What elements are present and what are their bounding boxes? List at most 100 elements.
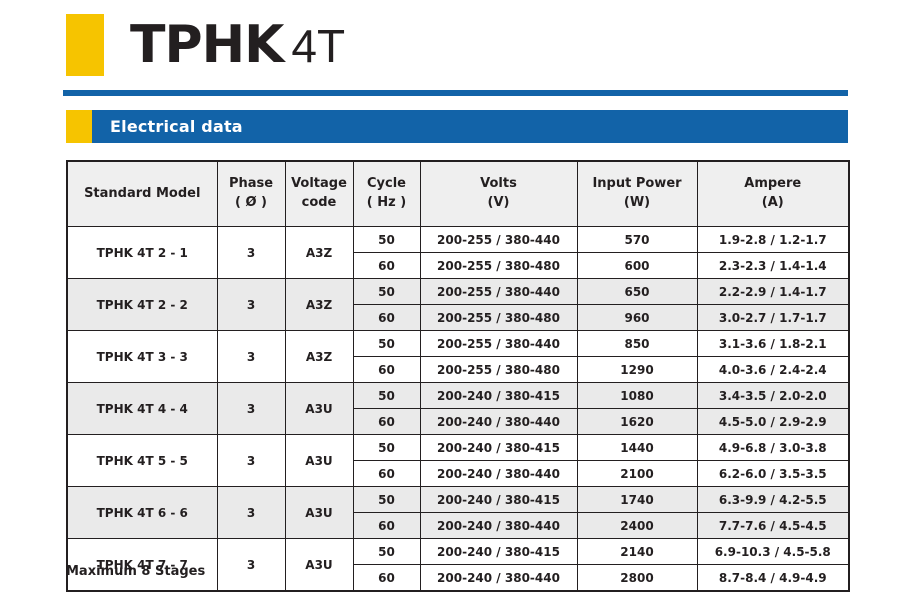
cell-phase: 3	[216, 226, 286, 279]
cell-standard-model: TPHK 4T 2 - 1	[66, 226, 218, 279]
cell-volts: 200-240 / 380-415	[419, 486, 578, 513]
cell-volts: 200-255 / 380-440	[419, 226, 578, 253]
cell-ampere: 8.7-8.4 / 4.9-4.9	[696, 564, 850, 592]
page-title-row: TPHK 4T	[66, 12, 345, 78]
cell-phase: 3	[216, 486, 286, 539]
column-header-voltage-code: Voltage code	[284, 160, 354, 227]
header-line-1: Input Power	[592, 176, 682, 192]
cell-input-power: 600	[576, 252, 698, 279]
cell-phase: 3	[216, 330, 286, 383]
header-line-2: (W)	[623, 195, 651, 210]
cell-volts: 200-255 / 380-480	[419, 356, 578, 383]
cell-ampere: 7.7-7.6 / 4.5-4.5	[696, 512, 850, 539]
cell-cycle: 50	[352, 538, 421, 565]
cell-cycle: 60	[352, 304, 421, 331]
cell-cycle: 60	[352, 408, 421, 435]
cell-ampere: 6.3-9.9 / 4.2-5.5	[696, 486, 850, 513]
cell-volts: 200-255 / 380-440	[419, 330, 578, 357]
cell-cycle: 60	[352, 564, 421, 592]
column-header-ampere: Ampere (A)	[696, 160, 850, 227]
header-line-1: Voltage	[291, 176, 347, 192]
cell-standard-model: TPHK 4T 7 - 7	[66, 538, 218, 592]
cell-input-power: 1620	[576, 408, 698, 435]
cell-input-power: 1290	[576, 356, 698, 383]
cell-phase: 3	[216, 278, 286, 331]
product-series: 4T	[291, 20, 346, 72]
cell-input-power: 2800	[576, 564, 698, 592]
cell-ampere: 3.4-3.5 / 2.0-2.0	[696, 382, 850, 409]
cell-input-power: 850	[576, 330, 698, 357]
cell-phase: 3	[216, 434, 286, 487]
header-line-2: code	[301, 195, 337, 210]
cell-volts: 200-240 / 380-440	[419, 512, 578, 539]
cell-cycle: 50	[352, 486, 421, 513]
cell-voltage-code: A3U	[284, 434, 354, 487]
cell-ampere: 4.5-5.0 / 2.9-2.9	[696, 408, 850, 435]
cell-volts: 200-255 / 380-440	[419, 278, 578, 305]
column-header-cycle: Cycle ( Hz )	[352, 160, 421, 227]
table-row: TPHK 4T 5 - 5 3 A3U 50 200-240 / 380-415 1440…	[66, 434, 850, 487]
section-banner: Electrical data	[66, 110, 848, 143]
header-line-2: ( Ø )	[235, 195, 267, 210]
section-title: Electrical data	[110, 117, 243, 136]
column-header-input-power: Input Power (W)	[576, 160, 698, 227]
header-line-1: Phase	[228, 176, 274, 192]
table-row: TPHK 4T 3 - 3 3 A3Z 50 200-255 / 380-440 850 3…	[66, 330, 850, 383]
header-line-1: Ampere	[744, 176, 802, 192]
column-header-volts: Volts (V)	[419, 160, 578, 227]
cell-volts: 200-240 / 380-415	[419, 382, 578, 409]
cell-ampere: 6.9-10.3 / 4.5-5.8	[696, 538, 850, 565]
header-line-1: Volts	[480, 176, 517, 192]
cell-cycle: 50	[352, 382, 421, 409]
table-row: 60 200-255 / 380-480 1290 4.0-3.6 / 2.4-2.4	[67, 356, 850, 383]
cell-cycle: 60	[352, 252, 421, 279]
cell-ampere: 2.3-2.3 / 1.4-1.4	[696, 252, 850, 279]
column-header-standard-model: Standard Model	[66, 160, 218, 227]
cell-cycle: 50	[352, 226, 421, 253]
header-line-1: Cycle	[367, 176, 406, 192]
table-row: 60 200-240 / 380-440 2100 6.2-6.0 / 3.5-3.5	[67, 460, 850, 487]
banner-accent-block	[66, 110, 92, 143]
cell-input-power: 2100	[576, 460, 698, 487]
cell-standard-model: TPHK 4T 3 - 3	[66, 330, 218, 383]
cell-input-power: 2400	[576, 512, 698, 539]
table-row: 60 200-240 / 380-440 1620 4.5-5.0 / 2.9-2.9	[67, 408, 850, 435]
cell-input-power: 1080	[576, 382, 698, 409]
cell-ampere: 4.9-6.8 / 3.0-3.8	[696, 434, 850, 461]
cell-ampere: 6.2-6.0 / 3.5-3.5	[696, 460, 850, 487]
table-header-row: Standard Model Phase ( Ø ) Voltage code …	[66, 160, 850, 227]
cell-voltage-code: A3Z	[284, 278, 354, 331]
cell-volts: 200-240 / 380-415	[419, 434, 578, 461]
header-line-2: (V)	[487, 195, 510, 210]
page-title: TPHK 4T	[130, 19, 345, 71]
header-line-2: (A)	[761, 195, 784, 210]
cell-cycle: 50	[352, 434, 421, 461]
cell-input-power: 960	[576, 304, 698, 331]
cell-cycle: 60	[352, 356, 421, 383]
table-row: TPHK 4T 2 - 2 3 A3Z 50 200-255 / 380-440 650 2…	[66, 278, 850, 331]
cell-input-power: 2140	[576, 538, 698, 565]
header-line-1: Standard Model	[84, 185, 201, 201]
cell-voltage-code: A3U	[284, 538, 354, 592]
cell-phase: 3	[216, 538, 286, 592]
cell-volts: 200-240 / 380-440	[419, 460, 578, 487]
cell-ampere: 2.2-2.9 / 1.4-1.7	[696, 278, 850, 305]
cell-input-power: 650	[576, 278, 698, 305]
cell-volts: 200-240 / 380-440	[419, 564, 578, 592]
cell-voltage-code: A3Z	[284, 330, 354, 383]
cell-volts: 200-255 / 380-480	[419, 252, 578, 279]
electrical-data-table: Standard Model Phase ( Ø ) Voltage code …	[66, 160, 850, 592]
cell-volts: 200-240 / 380-415	[419, 538, 578, 565]
cell-cycle: 60	[352, 460, 421, 487]
cell-cycle: 50	[352, 330, 421, 357]
cell-volts: 200-240 / 380-440	[419, 408, 578, 435]
cell-ampere: 3.1-3.6 / 1.8-2.1	[696, 330, 850, 357]
column-header-phase: Phase ( Ø )	[216, 160, 286, 227]
title-accent-block	[66, 14, 104, 76]
cell-volts: 200-255 / 380-480	[419, 304, 578, 331]
cell-voltage-code: A3U	[284, 382, 354, 435]
header-divider	[63, 90, 848, 96]
cell-standard-model: TPHK 4T 2 - 2	[66, 278, 218, 331]
electrical-data-table-wrap: Standard Model Phase ( Ø ) Voltage code …	[66, 160, 850, 592]
cell-standard-model: TPHK 4T 4 - 4	[66, 382, 218, 435]
